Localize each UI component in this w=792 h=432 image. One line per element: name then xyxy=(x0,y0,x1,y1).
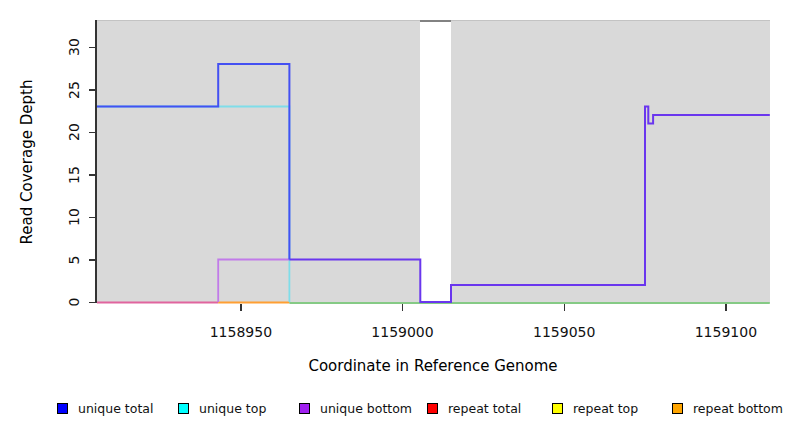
y-tick-mark xyxy=(89,302,96,304)
x-tick-mark xyxy=(725,304,727,311)
y-tick-mark xyxy=(89,259,96,261)
x-tick-label: 1159050 xyxy=(533,324,595,340)
y-tick-label: 15 xyxy=(66,166,82,184)
y-tick-mark xyxy=(89,217,96,219)
legend-item-unique-top: unique top xyxy=(178,399,266,417)
x-tick-label: 1159100 xyxy=(695,324,757,340)
legend-swatch-icon xyxy=(178,403,189,414)
x-tick-mark xyxy=(402,304,404,311)
legend-swatch-icon xyxy=(299,403,310,414)
coverage-gap-region xyxy=(420,20,451,301)
y-tick-label: 5 xyxy=(66,255,82,264)
y-tick-mark xyxy=(89,89,96,91)
y-tick-label: 0 xyxy=(66,298,82,307)
legend-swatch-icon xyxy=(427,403,438,414)
x-tick-label: 1158950 xyxy=(210,324,272,340)
legend-item-unique-bottom: unique bottom xyxy=(299,399,412,417)
legend-swatch-icon xyxy=(672,403,683,414)
y-tick-label: 20 xyxy=(66,123,82,141)
y-tick-label: 30 xyxy=(66,38,82,56)
legend-swatch-icon xyxy=(57,403,68,414)
x-tick-mark xyxy=(240,304,242,311)
y-axis-title: Read Coverage Depth xyxy=(18,80,36,245)
y-tick-label: 25 xyxy=(66,81,82,99)
legend-label: repeat total xyxy=(448,401,521,416)
y-tick-label: 10 xyxy=(66,208,82,226)
legend-item-unique-total: unique total xyxy=(57,399,153,417)
x-tick-label: 1159000 xyxy=(371,324,433,340)
legend-label: unique bottom xyxy=(320,401,412,416)
legend-item-repeat-total: repeat total xyxy=(427,399,521,417)
y-tick-mark xyxy=(89,47,96,49)
x-axis-title: Coordinate in Reference Genome xyxy=(308,357,557,375)
legend-item-repeat-bottom: repeat bottom xyxy=(672,399,783,417)
legend: unique total unique top unique bottom repea… xyxy=(0,399,792,419)
read-coverage-chart: 0 5 10 15 20 25 30 1158950 1159000 1159050 115910… xyxy=(0,0,792,432)
legend-label: repeat bottom xyxy=(693,401,783,416)
y-axis-line xyxy=(95,20,97,303)
x-tick-mark xyxy=(564,304,566,311)
legend-label: unique total xyxy=(78,401,153,416)
legend-swatch-icon xyxy=(552,403,563,414)
legend-label: unique top xyxy=(199,401,266,416)
legend-item-repeat-top: repeat top xyxy=(552,399,638,417)
legend-label: repeat top xyxy=(573,401,638,416)
y-tick-mark xyxy=(89,174,96,176)
y-tick-mark xyxy=(89,132,96,134)
